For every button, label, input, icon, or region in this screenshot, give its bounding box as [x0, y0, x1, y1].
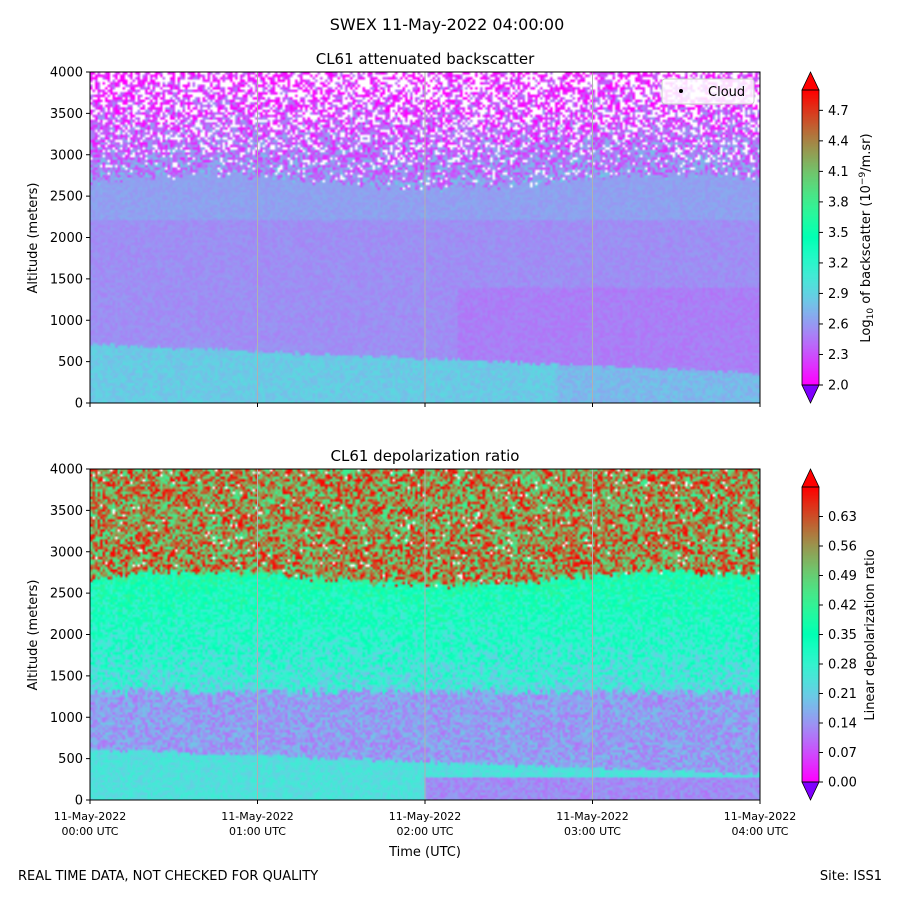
x-tick-label-date: 11-May-2022 — [556, 810, 628, 823]
depolarization-y-axis: 0 500 1000 1500 2000 2500 3000 3500 4000 — [50, 463, 90, 809]
colorbar-tick-label: 4.7 — [828, 104, 849, 119]
backscatter-panel: CL61 attenuated backscatter Altitude (me… — [26, 50, 876, 412]
colorbar-tick-label: 0.42 — [828, 599, 857, 614]
colorbar-tick-label: 2.6 — [828, 317, 849, 332]
x-tick-label-date: 11-May-2022 — [389, 810, 461, 823]
colorbar-tick-label: 0.63 — [828, 510, 857, 525]
colorbar-tick-label: 4.4 — [828, 134, 849, 149]
y-tick-label: 2000 — [50, 231, 83, 246]
depolarization-colorbar-ticks: 0.00 0.07 0.14 0.21 0.28 0.35 0.42 0.49 0.56 0.63 — [819, 510, 857, 791]
y-tick-label: 3000 — [50, 148, 83, 163]
colorbar-tick-label: 0.07 — [828, 746, 857, 761]
backscatter-colorbar-min-arrow — [801, 384, 820, 404]
depolarization-colorbar-min-arrow — [801, 781, 820, 801]
y-tick-label: 500 — [58, 752, 83, 767]
y-tick-label: 2500 — [50, 190, 83, 205]
backscatter-x-axis — [89, 403, 761, 407]
x-tick-label-time: 02:00 UTC — [396, 825, 453, 838]
colorbar-tick-label: 0.56 — [828, 540, 857, 555]
y-tick-label: 2500 — [50, 587, 83, 602]
legend-label: Cloud — [708, 85, 745, 100]
backscatter-y-axis: 0 500 1000 1500 2000 2500 3000 3500 4000 — [50, 66, 90, 412]
colorbar-tick-label: 2.9 — [828, 287, 849, 302]
y-tick-label: 1000 — [50, 314, 83, 329]
depolarization-gridlines — [257, 469, 593, 800]
x-tick-label-date: 11-May-2022 — [724, 810, 796, 823]
y-tick-label: 1500 — [50, 669, 83, 684]
figure-title: SWEX 11-May-2022 04:00:00 — [330, 15, 565, 34]
colorbar-tick-label: 0.49 — [828, 569, 857, 584]
x-tick-label-date: 11-May-2022 — [221, 810, 293, 823]
y-tick-label: 1500 — [50, 272, 83, 287]
cloud-marker-icon — [679, 89, 683, 93]
depolarization-colorbar-label: Linear depolarization ratio — [863, 549, 878, 720]
colorbar-tick-label: 0.00 — [828, 776, 857, 791]
y-tick-label: 1000 — [50, 711, 83, 726]
backscatter-colorbar-frame — [801, 89, 820, 386]
colorbar-tick-label: 4.1 — [828, 165, 849, 180]
cloud-legend: Cloud — [661, 78, 755, 105]
quality-disclaimer: REAL TIME DATA, NOT CHECKED FOR QUALITY — [18, 869, 319, 884]
colorbar-tick-label: 3.2 — [828, 256, 849, 271]
x-axis-label: Time (UTC) — [388, 845, 461, 860]
colorbar-tick-label: 3.8 — [828, 195, 849, 210]
backscatter-colorbar-label: Log10 of backscatter (10−9/m.sr) — [858, 133, 876, 342]
x-tick-label-time: 04:00 UTC — [731, 825, 788, 838]
backscatter-title: CL61 attenuated backscatter — [316, 50, 535, 68]
x-tick-label-time: 03:00 UTC — [564, 825, 621, 838]
depolarization-ylabel: Altitude (meters) — [26, 580, 41, 691]
y-tick-label: 500 — [58, 355, 83, 370]
x-tick-label-time: 01:00 UTC — [229, 825, 286, 838]
depolarization-colorbar-max-arrow — [801, 468, 820, 488]
backscatter-colorbar — [802, 90, 819, 385]
depolarization-panel: CL61 depolarization ratio Altitude (mete… — [26, 447, 878, 860]
y-tick-label: 3000 — [50, 545, 83, 560]
backscatter-gridlines — [257, 72, 593, 403]
x-tick-label-date: 11-May-2022 — [54, 810, 126, 823]
site-label: Site: ISS1 — [819, 869, 882, 884]
colorbar-tick-label: 2.3 — [828, 348, 849, 363]
colorbar-tick-label: 3.5 — [828, 226, 849, 241]
y-tick-label: 0 — [75, 794, 83, 809]
colorbar-tick-label: 2.0 — [828, 379, 849, 394]
legend-box — [661, 78, 755, 105]
backscatter-ylabel: Altitude (meters) — [26, 183, 41, 294]
depolarization-title: CL61 depolarization ratio — [331, 447, 520, 465]
y-tick-label: 4000 — [50, 66, 83, 81]
y-tick-label: 3500 — [50, 504, 83, 519]
colorbar-tick-label: 0.21 — [828, 687, 857, 702]
y-tick-label: 3500 — [50, 107, 83, 122]
y-tick-label: 0 — [75, 397, 83, 412]
backscatter-colorbar-max-arrow — [801, 71, 820, 91]
colorbar-tick-label: 0.14 — [828, 717, 857, 732]
y-tick-label: 2000 — [50, 628, 83, 643]
x-tick-label-time: 00:00 UTC — [61, 825, 118, 838]
depolarization-colorbar — [802, 487, 819, 782]
backscatter-colorbar-ticks: 2.0 2.3 2.6 2.9 3.2 3.5 3.8 4.1 4.4 4.7 — [819, 104, 849, 394]
colorbar-tick-label: 0.28 — [828, 658, 857, 673]
depolarization-x-axis: 11-May-2022 00:00 UTC 11-May-2022 01:00 UTC… — [54, 800, 796, 838]
colorbar-tick-label: 0.35 — [828, 628, 857, 643]
y-tick-label: 4000 — [50, 463, 83, 478]
